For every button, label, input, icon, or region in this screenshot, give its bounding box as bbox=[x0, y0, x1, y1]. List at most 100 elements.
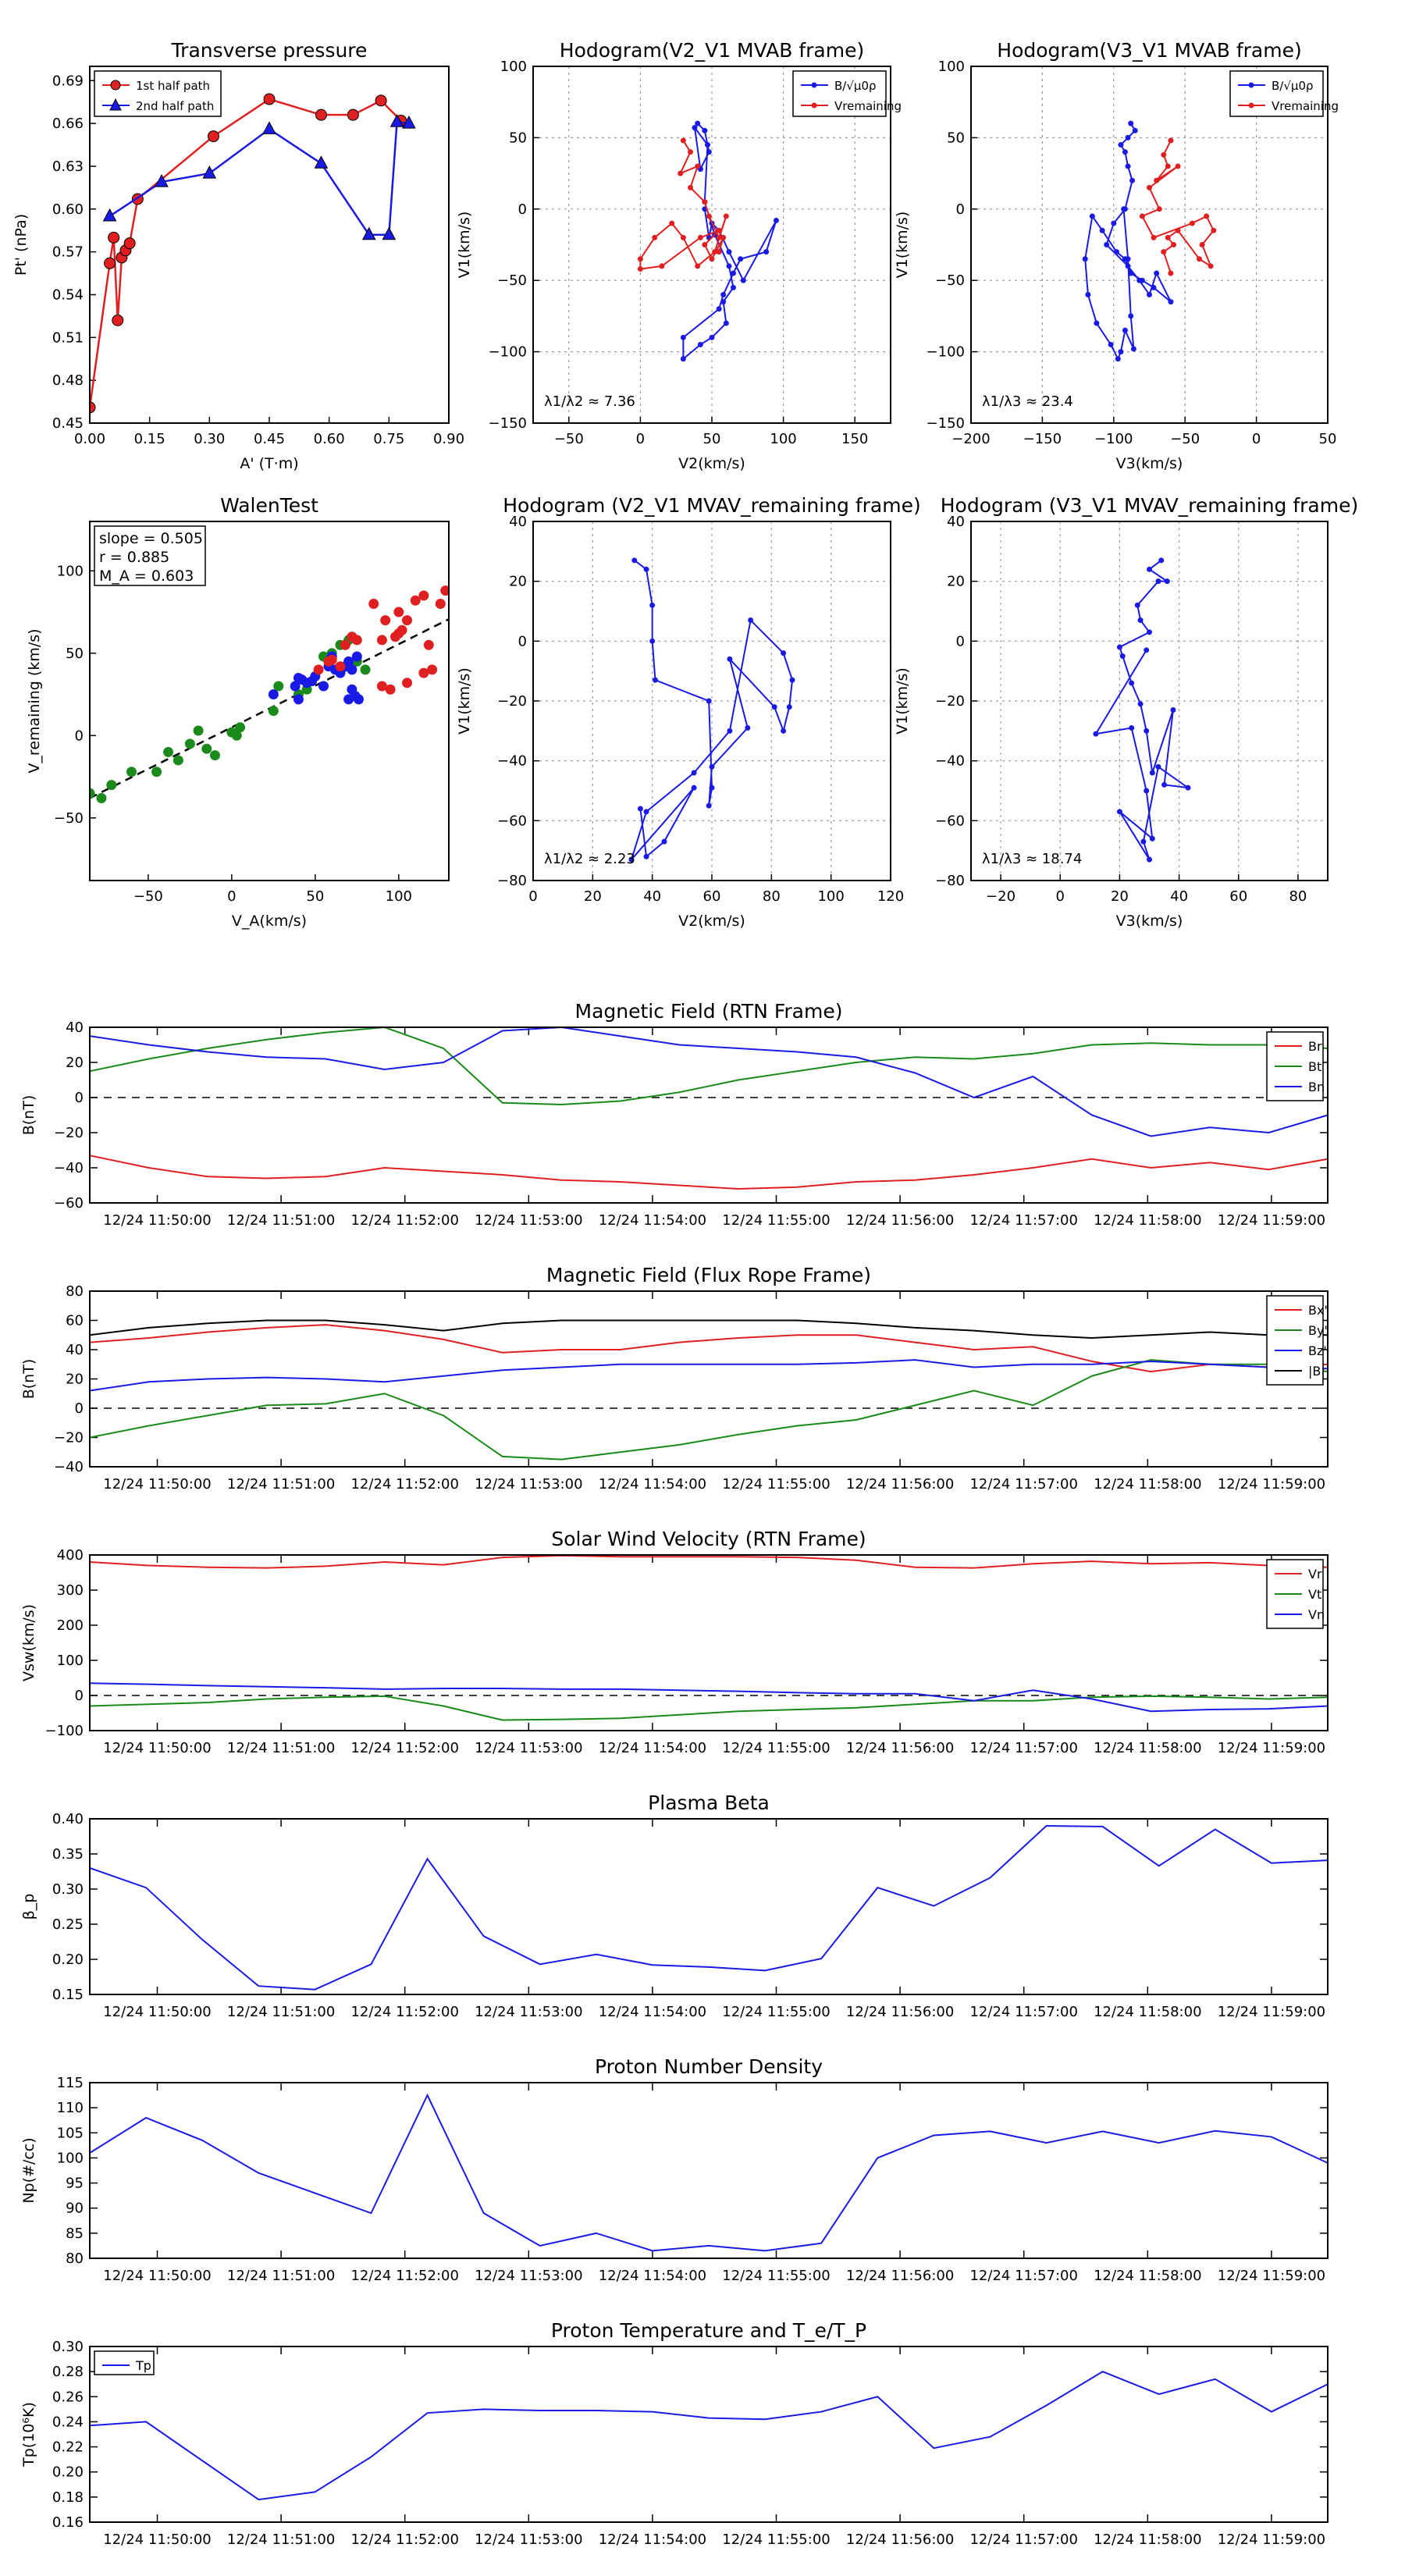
h2-data-point bbox=[1128, 120, 1134, 126]
h2-data-point bbox=[1085, 291, 1091, 297]
h4-data-point bbox=[1140, 838, 1147, 845]
walen-data-point bbox=[351, 651, 362, 662]
h1-x-tick-label: −50 bbox=[554, 431, 584, 447]
walen-x-tick-label: 50 bbox=[306, 888, 324, 905]
h2-y-tick-label: 0 bbox=[956, 201, 965, 218]
tp-data-point bbox=[402, 116, 416, 129]
h2-data-point bbox=[1129, 177, 1136, 183]
h4-data-point bbox=[1119, 653, 1126, 659]
tp_temp-x-tick-label: 12/24 11:56:00 bbox=[846, 2532, 954, 2548]
h3-plot-area bbox=[628, 557, 795, 863]
h3-data-point bbox=[643, 853, 649, 859]
h2-data-point bbox=[1147, 291, 1152, 297]
h1-data-point bbox=[669, 220, 675, 226]
np-x-tick-label: 12/24 11:55:00 bbox=[722, 2268, 830, 2284]
tp-data-point bbox=[104, 257, 116, 269]
h1-data-point bbox=[695, 263, 701, 269]
tp-y-tick-label: 0.69 bbox=[52, 73, 84, 89]
h3-data-point bbox=[643, 809, 649, 815]
bfr-x-tick-label: 12/24 11:54:00 bbox=[599, 1476, 706, 1493]
walen-data-point bbox=[151, 767, 162, 777]
h4-data-point bbox=[1161, 781, 1168, 788]
np-x-tick-label: 12/24 11:56:00 bbox=[846, 2268, 954, 2284]
h1-eigen-ratio-annotation: λ1/λ2 ≈ 7.36 bbox=[544, 393, 635, 410]
vsw-legend-label: Vr bbox=[1308, 1567, 1322, 1582]
h1-data-point bbox=[723, 320, 729, 326]
tp-x-tick-label: 0.60 bbox=[314, 431, 345, 447]
np-x-tick-label: 12/24 11:59:00 bbox=[1218, 2268, 1325, 2284]
h1-data-point bbox=[678, 170, 684, 176]
h1-data-point bbox=[706, 213, 712, 219]
walen-data-point bbox=[193, 725, 204, 736]
walen-stats-frame bbox=[94, 525, 206, 586]
h1-series-line bbox=[682, 123, 777, 361]
walen-data-point bbox=[385, 684, 396, 695]
tp-data-point bbox=[102, 208, 117, 222]
walen-data-point bbox=[418, 667, 429, 678]
brtn-plot-frame bbox=[89, 1026, 1329, 1204]
h2-data-point bbox=[1165, 163, 1171, 169]
h3-data-point bbox=[745, 725, 751, 731]
brtn-y-tick-label: 0 bbox=[75, 1090, 84, 1106]
vsw-x-tick-label: 12/24 11:50:00 bbox=[103, 1740, 211, 1756]
chart-vsw: −100 0 100 200 300 400 12/24 11:50:00 12/24 11:… bbox=[20, 1528, 1329, 1756]
np-y-axis-label: Np(#/cc) bbox=[20, 2137, 37, 2203]
h4-x-tick-label: 80 bbox=[1289, 888, 1307, 905]
h4-y-tick-label: −20 bbox=[935, 693, 965, 710]
h1-data-point bbox=[680, 356, 686, 362]
bfr-series-line bbox=[89, 1324, 1329, 1373]
tp_temp-x-tick-label: 12/24 11:58:00 bbox=[1094, 2532, 1201, 2548]
vsw-legend-label: Vn bbox=[1308, 1607, 1325, 1622]
chart-tp: 0.00 0.15 0.30 0.45 0.60 0.75 0.90 0.45 0.48 0.51… bbox=[12, 39, 464, 472]
h1-y-tick-label: 50 bbox=[509, 130, 527, 146]
tp_temp-x-tick-label: 12/24 11:59:00 bbox=[1218, 2532, 1325, 2548]
walen-data-point bbox=[268, 706, 279, 717]
bfr-series-bz- bbox=[89, 1359, 1329, 1392]
h4-data-point bbox=[1144, 728, 1150, 734]
h1-legend-marker bbox=[811, 82, 817, 88]
bfr-y-tick-label: 40 bbox=[66, 1342, 84, 1358]
vsw-x-tick-label: 12/24 11:54:00 bbox=[599, 1740, 706, 1756]
h1-data-point bbox=[702, 127, 708, 133]
h2-data-point bbox=[1175, 227, 1181, 233]
np-x-tick-label: 12/24 11:58:00 bbox=[1094, 2268, 1201, 2284]
tp_temp-y-tick-label: 0.18 bbox=[52, 2489, 84, 2506]
h1-data-point bbox=[716, 249, 722, 255]
h3-data-point bbox=[706, 698, 712, 704]
h3-y-tick-label: 0 bbox=[518, 633, 527, 649]
walen-data-point bbox=[106, 780, 117, 791]
tp_temp-legend-frame bbox=[94, 2350, 155, 2375]
h1-data-point bbox=[680, 334, 686, 340]
h4-chart-title: Hodogram (V3_V1 MVAV_remaining frame) bbox=[941, 494, 1359, 517]
h1-legend-label: B/√μ0ρ bbox=[834, 79, 877, 93]
tp_temp-chart-title: Proton Temperature and T_e/T_P bbox=[551, 2319, 866, 2342]
vsw-x-tick-label: 12/24 11:56:00 bbox=[846, 1740, 954, 1756]
h4-data-point bbox=[1144, 647, 1150, 653]
bfr-legend: Bx' By' Bz' |B| bbox=[1266, 1295, 1328, 1386]
vsw-y-tick-label: 300 bbox=[57, 1582, 84, 1599]
walen-x-axis-label: V_A(km/s) bbox=[232, 913, 307, 930]
tp_temp-legend: Tp bbox=[94, 2350, 155, 2375]
np-x-tick-label: 12/24 11:52:00 bbox=[350, 2268, 458, 2284]
h1-y-tick-label: 100 bbox=[500, 59, 527, 75]
bfr-y-tick-label: 60 bbox=[66, 1313, 84, 1329]
h1-data-point bbox=[695, 120, 701, 126]
walen-data-point bbox=[418, 590, 429, 601]
h3-y-tick-label: 20 bbox=[509, 574, 527, 590]
beta-y-tick-label: 0.25 bbox=[52, 1916, 84, 1933]
tp-data-point bbox=[207, 130, 219, 143]
h3-eigen-ratio-annotation: λ1/λ2 ≈ 2.23 bbox=[544, 851, 635, 867]
walen-data-point bbox=[273, 681, 284, 692]
brtn-y-tick-label: −40 bbox=[54, 1160, 84, 1176]
tp-chart-title: Transverse pressure bbox=[171, 39, 368, 62]
brtn-series-bn bbox=[89, 1026, 1329, 1137]
h4-data-point bbox=[1134, 602, 1140, 608]
tp-y-axis-label: Pt' (nPa) bbox=[12, 214, 30, 276]
h1-data-point bbox=[697, 341, 703, 347]
h4-data-point bbox=[1155, 763, 1161, 770]
tp-series-line bbox=[90, 98, 402, 408]
h2-data-point bbox=[1113, 249, 1119, 255]
bfr-y-tick-label: 0 bbox=[75, 1400, 84, 1417]
bfr-series-by- bbox=[89, 1359, 1329, 1461]
tp-y-tick-label: 0.66 bbox=[52, 116, 84, 132]
